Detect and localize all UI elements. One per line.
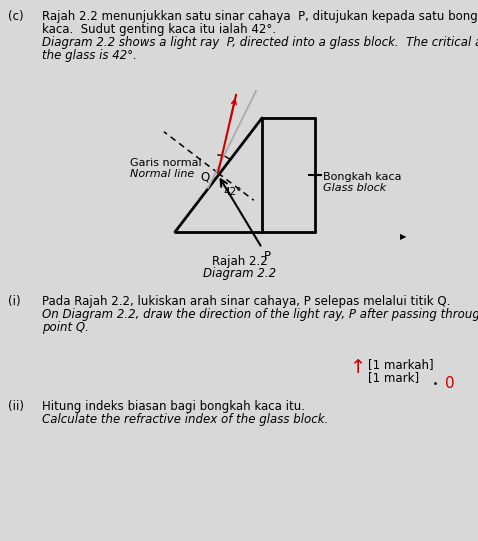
Text: Rajah 2.2: Rajah 2.2 bbox=[212, 255, 268, 268]
Text: ▶: ▶ bbox=[400, 233, 406, 241]
Text: point Q.: point Q. bbox=[42, 321, 89, 334]
Text: Garis normal: Garis normal bbox=[130, 158, 202, 168]
Text: (c): (c) bbox=[8, 10, 23, 23]
Text: [1 markah]: [1 markah] bbox=[368, 358, 434, 371]
Text: Bongkah kaca: Bongkah kaca bbox=[323, 172, 402, 182]
Text: Hitung indeks biasan bagi bongkah kaca itu.: Hitung indeks biasan bagi bongkah kaca i… bbox=[42, 400, 305, 413]
Text: On Diagram 2.2, draw the direction of the light ray, P after passing through: On Diagram 2.2, draw the direction of th… bbox=[42, 308, 478, 321]
Text: (ii): (ii) bbox=[8, 400, 24, 413]
Text: Q: Q bbox=[200, 171, 209, 184]
Text: Glass block: Glass block bbox=[323, 183, 386, 193]
Text: Rajah 2.2 menunjukkan satu sinar cahaya  P, ditujukan kepada satu bongkah: Rajah 2.2 menunjukkan satu sinar cahaya … bbox=[42, 10, 478, 23]
Text: kaca.  Sudut genting kaca itu ialah 42°.: kaca. Sudut genting kaca itu ialah 42°. bbox=[42, 23, 276, 36]
Text: Diagram 2.2: Diagram 2.2 bbox=[204, 267, 277, 280]
Text: Calculate the refractive index of the glass block.: Calculate the refractive index of the gl… bbox=[42, 413, 328, 426]
Text: ↑: ↑ bbox=[350, 358, 366, 377]
Text: 42°: 42° bbox=[223, 187, 241, 197]
Text: the glass is 42°.: the glass is 42°. bbox=[42, 49, 137, 62]
Text: Diagram 2.2 shows a light ray  P, directed into a glass block.  The critical ang: Diagram 2.2 shows a light ray P, directe… bbox=[42, 36, 478, 49]
Text: (i): (i) bbox=[8, 295, 21, 308]
Text: Pada Rajah 2.2, lukiskan arah sinar cahaya, P selepas melalui titik Q.: Pada Rajah 2.2, lukiskan arah sinar caha… bbox=[42, 295, 450, 308]
Text: [1 mark]: [1 mark] bbox=[368, 371, 419, 384]
Text: 0: 0 bbox=[445, 376, 455, 391]
Text: P: P bbox=[264, 250, 271, 263]
Text: Normal line: Normal line bbox=[130, 169, 194, 179]
